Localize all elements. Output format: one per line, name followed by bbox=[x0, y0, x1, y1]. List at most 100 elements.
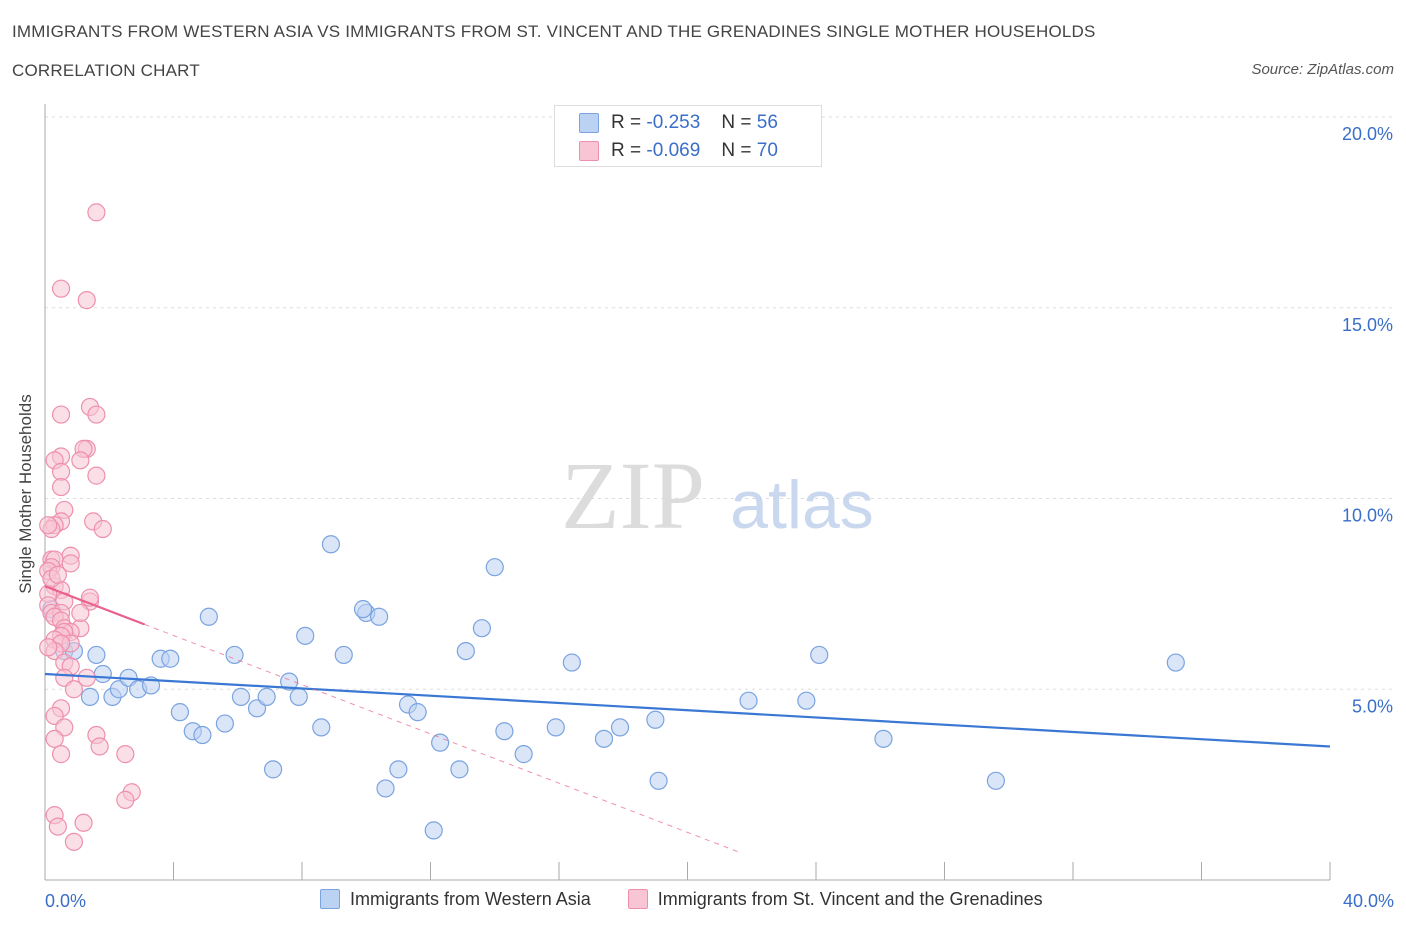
point-st-vincent bbox=[116, 745, 135, 764]
point-western-asia bbox=[280, 672, 299, 691]
point-st-vincent bbox=[116, 790, 135, 809]
point-western-asia bbox=[80, 687, 100, 706]
y-tick-label: 20.0% bbox=[1342, 124, 1393, 144]
st-vincent-swatch bbox=[579, 141, 599, 161]
point-st-vincent bbox=[39, 516, 58, 535]
point-western-asia bbox=[87, 645, 106, 665]
stats-row-western-asia: R = -0.253 N = 56 bbox=[579, 112, 778, 136]
y-tick-label: 10.0% bbox=[1342, 506, 1393, 526]
r-label: R = bbox=[611, 112, 642, 133]
trend-lines bbox=[44, 585, 1331, 854]
watermark: ZIP atlas bbox=[561, 442, 874, 549]
point-st-vincent bbox=[51, 477, 71, 497]
point-st-vincent bbox=[64, 680, 84, 699]
point-western-asia bbox=[472, 619, 491, 638]
point-western-asia bbox=[610, 718, 630, 737]
point-western-asia bbox=[370, 607, 389, 626]
point-western-asia bbox=[495, 722, 514, 741]
point-western-asia bbox=[408, 703, 427, 722]
point-western-asia bbox=[810, 645, 829, 665]
trend-line-st-vincent bbox=[44, 585, 145, 626]
legend-swatch-st-vincent bbox=[627, 889, 648, 910]
y-tick-labels: 5.0% 10.0% 15.0% 20.0% bbox=[1342, 124, 1393, 716]
point-western-asia bbox=[321, 535, 341, 554]
point-western-asia bbox=[431, 733, 450, 752]
point-western-asia bbox=[389, 760, 408, 779]
point-st-vincent bbox=[71, 451, 90, 470]
point-st-vincent bbox=[87, 466, 106, 485]
stats-row-st-vincent: R = -0.069 N = 70 bbox=[579, 140, 778, 164]
point-western-asia bbox=[193, 725, 212, 745]
point-western-asia bbox=[456, 641, 475, 661]
point-western-asia bbox=[1166, 653, 1185, 672]
point-western-asia bbox=[514, 745, 533, 764]
point-western-asia bbox=[986, 771, 1006, 790]
watermark-atlas: atlas bbox=[730, 467, 874, 543]
point-st-vincent bbox=[77, 291, 96, 310]
stats-legend: R = -0.253 N = 56 R = -0.069 N = 70 bbox=[554, 105, 822, 167]
point-st-vincent bbox=[51, 405, 71, 424]
point-st-vincent bbox=[48, 817, 67, 836]
point-western-asia bbox=[289, 687, 308, 706]
point-st-vincent bbox=[87, 405, 106, 424]
point-st-vincent bbox=[45, 729, 64, 748]
legend-item-st-vincent[interactable]: Immigrants from St. Vincent and the Gren… bbox=[627, 888, 1043, 910]
legend-label-st-vincent: Immigrants from St. Vincent and the Gren… bbox=[657, 888, 1043, 909]
point-western-asia bbox=[546, 718, 565, 737]
source-label: Source: ZipAtlas.com bbox=[1251, 61, 1394, 78]
n-value: 56 bbox=[756, 112, 778, 133]
x-tick-min: 0.0% bbox=[45, 891, 87, 911]
point-st-vincent bbox=[64, 832, 84, 851]
point-western-asia bbox=[739, 691, 758, 710]
point-western-asia bbox=[649, 771, 668, 790]
chart-subtitle: CORRELATION CHART bbox=[12, 61, 200, 80]
trend-line-western-asia bbox=[44, 672, 1331, 748]
point-st-vincent bbox=[93, 519, 112, 539]
r-label: R = bbox=[611, 140, 642, 161]
y-axis-label: Single Mother Households bbox=[16, 394, 35, 594]
point-western-asia bbox=[450, 760, 469, 779]
point-st-vincent bbox=[51, 279, 71, 298]
x-tick-max: 40.0% bbox=[1342, 891, 1394, 911]
point-western-asia bbox=[296, 626, 315, 645]
point-western-asia bbox=[257, 687, 276, 706]
point-western-asia bbox=[231, 687, 251, 706]
point-western-asia bbox=[376, 779, 395, 798]
r-value: -0.253 bbox=[646, 112, 701, 133]
watermark-zip: ZIP bbox=[561, 442, 705, 549]
point-western-asia bbox=[161, 649, 180, 668]
legend-label-western-asia: Immigrants from Western Asia bbox=[350, 888, 591, 909]
point-st-vincent bbox=[48, 565, 67, 584]
legend-swatch-western-asia bbox=[320, 889, 340, 910]
point-western-asia bbox=[93, 664, 112, 684]
grid-lines bbox=[45, 116, 1395, 690]
point-st-vincent bbox=[61, 554, 80, 573]
point-western-asia bbox=[485, 558, 504, 577]
point-western-asia bbox=[353, 600, 373, 619]
western-asia-swatch bbox=[579, 113, 599, 133]
point-western-asia bbox=[334, 645, 353, 665]
n-label: N = bbox=[721, 112, 752, 133]
y-tick-label: 15.0% bbox=[1342, 315, 1393, 335]
point-st-vincent bbox=[39, 638, 58, 657]
point-st-vincent bbox=[51, 745, 71, 764]
data-points bbox=[39, 203, 1185, 851]
chart-title: IMMIGRANTS FROM WESTERN ASIA VS IMMIGRAN… bbox=[12, 22, 1096, 41]
r-value: -0.069 bbox=[646, 140, 701, 161]
point-western-asia bbox=[594, 729, 614, 748]
point-western-asia bbox=[562, 653, 581, 672]
point-western-asia bbox=[225, 645, 244, 665]
axes bbox=[44, 104, 1331, 881]
series-legend: Immigrants from Western Asia Immigrants … bbox=[320, 888, 1075, 910]
point-st-vincent bbox=[87, 203, 106, 222]
point-western-asia bbox=[874, 729, 893, 748]
point-western-asia bbox=[170, 703, 190, 722]
legend-item-western-asia[interactable]: Immigrants from Western Asia bbox=[320, 888, 591, 910]
point-western-asia bbox=[312, 718, 331, 737]
point-western-asia bbox=[424, 821, 443, 840]
y-tick-label: 5.0% bbox=[1352, 696, 1393, 716]
point-st-vincent bbox=[74, 813, 93, 832]
point-st-vincent bbox=[71, 603, 90, 623]
trend-line-st-vincent-extension bbox=[144, 623, 743, 854]
